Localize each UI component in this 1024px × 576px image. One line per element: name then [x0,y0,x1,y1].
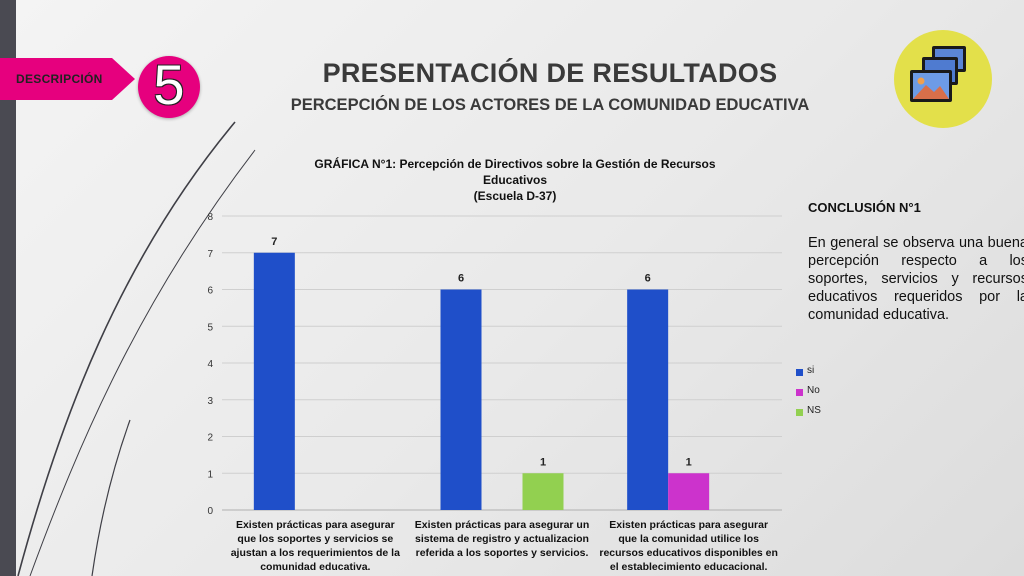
x-category-label: comunidad educativa. [260,561,370,573]
y-tick-label: 8 [207,212,213,223]
data-label: 1 [540,456,546,468]
bar [668,473,710,510]
y-tick-label: 5 [207,322,213,333]
y-tick-label: 2 [207,433,213,444]
y-tick-label: 0 [207,506,213,517]
data-label: 6 [458,273,464,285]
x-category-label: el establecimiento educacional. [610,561,768,573]
y-tick-label: 6 [207,286,213,297]
legend-swatch-ns [796,409,803,416]
x-category-label: Existen prácticas para asegurar [236,519,395,531]
x-category-label: ajustan a los requerimientos de la [231,547,400,559]
x-category-label: que la comunidad utilice los [618,533,759,545]
conclusion-text: En general se observa una buena percepci… [808,235,1024,323]
pictures-icon [910,46,966,102]
bar [440,289,482,510]
left-side-strip [0,0,16,576]
description-tag-label: DESCRIPCIÓN [16,72,103,86]
legend-swatch-si [796,369,803,376]
chart-title-line-1: GRÁFICA N°1: Percepción de Directivos so… [314,157,716,171]
bar [522,473,564,510]
y-tick-label: 7 [207,249,213,260]
x-category-label: Existen prácticas para asegurar un [415,519,590,531]
chart-title-line-3: (Escuela D-37) [473,189,557,203]
description-tag: DESCRIPCIÓN [0,58,135,100]
y-tick-label: 3 [207,396,213,407]
x-category-label: recursos educativos disponibles en [599,547,778,559]
bar [627,289,669,510]
conclusion-title: CONCLUSIÓN N°1 [808,200,921,215]
chart-title: GRÁFICA N°1: Percepción de Directivos so… [290,156,740,204]
legend-label-si: si [807,365,815,376]
x-category-label: referida a los soportes y servicios. [416,547,589,559]
step-number-badge: 5 [138,53,200,118]
pictures-icon-badge [894,30,992,128]
step-number: 5 [153,53,185,116]
page-subtitle: PERCEPCIÓN DE LOS ACTORES DE LA COMUNIDA… [290,96,810,114]
x-category-label: Existen prácticas para asegurar [609,519,768,531]
bar-chart: 0 1 2 3 4 5 6 7 8 7 Existen prácticas para asegura… [207,212,782,573]
y-tick-label: 4 [207,359,213,370]
legend-swatch-no [796,389,803,396]
y-tick-label: 1 [207,469,213,480]
chart-title-line-2: Educativos [482,173,548,187]
data-label: 6 [645,273,651,285]
data-label: 7 [271,236,277,248]
legend-label-no: No [807,385,820,396]
x-category-label: sistema de registro y actualizacion [415,533,589,545]
x-category-label: que los soportes y servicios se [237,533,393,545]
page-title: PRESENTACIÓN DE RESULTADOS [322,58,778,88]
legend-label-ns: NS [807,405,821,416]
bar [253,252,295,510]
data-label: 1 [686,456,692,468]
decorative-lines [17,121,256,576]
